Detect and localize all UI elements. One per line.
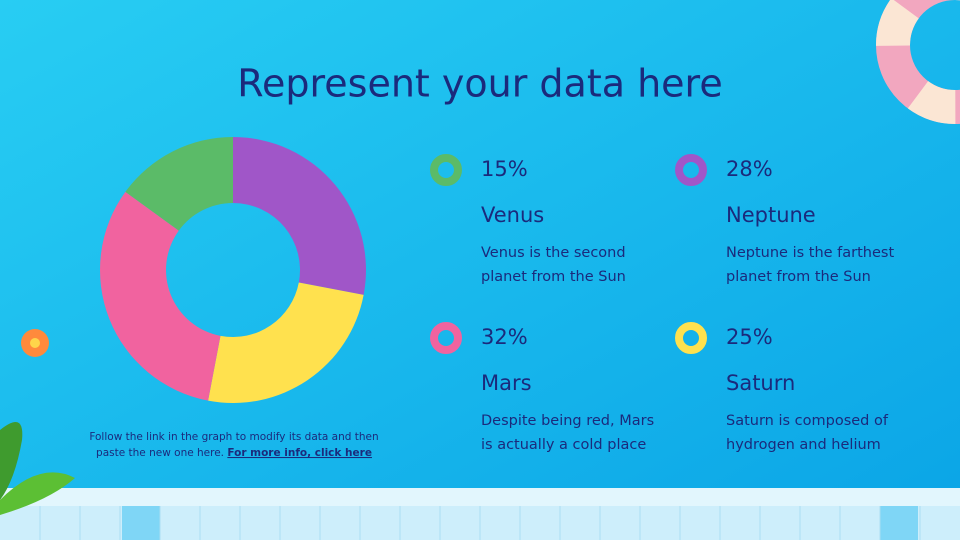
description: Venus is the second (481, 245, 626, 261)
legend-ring (430, 322, 462, 354)
category-name: Mars (481, 371, 532, 395)
donut-segment (125, 137, 233, 231)
value-label: 15% (481, 157, 528, 181)
description: Despite being red, Mars (481, 413, 654, 429)
category-name: Saturn (726, 371, 795, 395)
donut-segment (233, 137, 366, 295)
note-line: paste the new one here. (96, 447, 224, 459)
legend-ring (675, 322, 707, 354)
category-name: Venus (481, 203, 544, 227)
description: planet from the Sun (481, 269, 626, 285)
leaves (0, 422, 75, 515)
note-line: paste the new one here. For more info, c… (96, 447, 372, 459)
value-label: 32% (481, 325, 528, 349)
description: planet from the Sun (726, 269, 871, 285)
description: Neptune is the farthest (726, 245, 894, 261)
tile-strip (0, 488, 960, 540)
donut-segment (208, 282, 364, 403)
description: hydrogen and helium (726, 437, 881, 453)
flower (21, 329, 49, 357)
category-name: Neptune (726, 203, 816, 227)
description: Saturn is composed of (726, 413, 889, 429)
note-line: Follow the link in the graph to modify i… (89, 431, 378, 443)
legend-ring (675, 154, 707, 186)
donut-segment (99, 191, 221, 401)
note-link[interactable]: For more info, click here (227, 447, 372, 459)
lifebuoy (876, 0, 960, 124)
description: is actually a cold place (481, 437, 646, 453)
note: Follow the link in the graph to modify i… (89, 431, 378, 459)
legend-ring (430, 154, 462, 186)
slide-title: Represent your data here (237, 62, 722, 106)
value-label: 25% (726, 325, 773, 349)
value-label: 28% (726, 157, 773, 181)
